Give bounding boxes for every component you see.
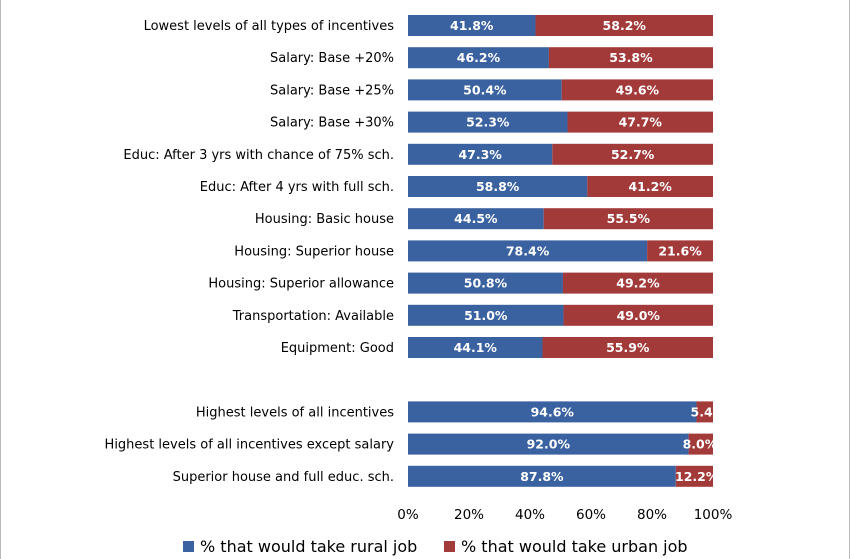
bar-value-label: 52.3% bbox=[466, 115, 510, 130]
bars-group: 41.8% 58.2% 46.2% 53.8% 50.4% 49.6% 52.3% 47.7%… bbox=[408, 15, 726, 487]
category-label: Educ: After 3 yrs with chance of 75% sch… bbox=[123, 148, 394, 163]
bar-value-label: 53.8% bbox=[609, 50, 653, 65]
bar-segment-rural bbox=[408, 79, 562, 101]
bar-segment-rural bbox=[408, 240, 648, 262]
category-label: Superior house and full educ. sch. bbox=[173, 470, 394, 485]
x-tick-label: 0% bbox=[397, 507, 419, 523]
x-tick-label: 100% bbox=[694, 507, 733, 523]
legend-label-urban: % that would take urban job bbox=[461, 537, 688, 556]
category-label: Highest levels of all incentives bbox=[196, 405, 394, 420]
bar-value-label: 46.2% bbox=[457, 50, 501, 65]
legend-swatch-rural bbox=[183, 541, 194, 552]
bar-segment-rural bbox=[408, 401, 697, 423]
legend: % that would take rural job % that would … bbox=[183, 537, 688, 556]
bar-segment-rural bbox=[408, 15, 536, 36]
category-label: Educ: After 4 yrs with full sch. bbox=[200, 180, 394, 195]
bar-value-label: 49.2% bbox=[616, 276, 660, 291]
bar-segment-urban bbox=[587, 176, 713, 197]
bar-value-label: 49.6% bbox=[616, 82, 660, 97]
bar-value-label: 92.0% bbox=[527, 437, 571, 452]
bar-segment-urban bbox=[567, 111, 713, 133]
bar-segment-rural bbox=[408, 465, 676, 487]
bar-value-label: 5.4% bbox=[691, 404, 726, 419]
bar-segment-urban bbox=[563, 304, 713, 326]
category-label: Salary: Base +25% bbox=[270, 83, 394, 98]
bar-value-label: 51.0% bbox=[464, 308, 508, 323]
x-tick-label: 40% bbox=[515, 507, 545, 523]
bar-value-label: 50.4% bbox=[463, 82, 507, 97]
bar-value-label: 41.2% bbox=[628, 179, 672, 194]
category-label: Salary: Base +20% bbox=[270, 51, 394, 66]
bar-segment-urban bbox=[688, 433, 713, 455]
bar-segment-rural bbox=[408, 143, 553, 165]
bar-segment-rural bbox=[408, 176, 588, 197]
bar-segment-urban bbox=[696, 401, 713, 423]
bar-value-label: 55.9% bbox=[606, 340, 650, 355]
frame-border-left bbox=[0, 0, 1, 559]
bar-value-label: 78.4% bbox=[506, 243, 550, 258]
x-tick-label: 20% bbox=[454, 507, 484, 523]
bar-value-label: 50.8% bbox=[464, 276, 508, 291]
bar-value-label: 52.7% bbox=[611, 147, 655, 162]
category-label: Lowest levels of all types of incentives bbox=[144, 19, 395, 34]
bar-value-label: 87.8% bbox=[520, 469, 564, 484]
x-axis: 0% 20% 40% 60% 80% 100% bbox=[397, 507, 732, 523]
bar-segment-urban bbox=[535, 15, 713, 36]
bar-segment-rural bbox=[408, 47, 549, 69]
bar-segment-urban bbox=[675, 465, 713, 487]
bar-value-label: 12.2% bbox=[675, 469, 719, 484]
category-label: Salary: Base +30% bbox=[270, 116, 394, 131]
bar-value-label: 41.8% bbox=[450, 18, 494, 33]
bar-value-label: 44.5% bbox=[454, 211, 498, 226]
bar-value-label: 58.8% bbox=[476, 179, 520, 194]
bar-value-label: 49.0% bbox=[617, 308, 661, 323]
bar-value-label: 58.2% bbox=[603, 18, 647, 33]
category-labels-group: Lowest levels of all types of incentives… bbox=[105, 19, 395, 485]
bar-segment-rural bbox=[408, 433, 689, 455]
bar-segment-rural bbox=[408, 111, 568, 133]
bar-segment-urban bbox=[552, 143, 713, 165]
bar-segment-urban bbox=[548, 47, 713, 69]
bar-value-label: 94.6% bbox=[531, 404, 575, 419]
category-label: Housing: Superior allowance bbox=[208, 277, 394, 292]
bar-segment-urban bbox=[562, 272, 713, 294]
bar-value-label: 47.3% bbox=[458, 147, 502, 162]
bar-segment-rural bbox=[408, 304, 564, 326]
legend-label-rural: % that would take rural job bbox=[200, 537, 417, 556]
bar-segment-rural bbox=[408, 208, 544, 230]
category-label: Equipment: Good bbox=[281, 341, 394, 356]
legend-swatch-urban bbox=[444, 541, 455, 552]
bar-segment-rural bbox=[408, 337, 543, 358]
bar-segment-urban bbox=[561, 79, 713, 101]
category-label: Highest levels of all incentives except … bbox=[105, 438, 395, 453]
bar-segment-rural bbox=[408, 272, 563, 294]
bar-value-label: 21.6% bbox=[658, 243, 702, 258]
x-tick-label: 80% bbox=[637, 507, 667, 523]
bar-segment-urban bbox=[647, 240, 713, 262]
category-label: Housing: Superior house bbox=[234, 244, 394, 259]
bar-segment-urban bbox=[543, 208, 713, 230]
bar-value-label: 44.1% bbox=[454, 340, 498, 355]
bar-value-label: 55.5% bbox=[607, 211, 651, 226]
x-tick-label: 60% bbox=[576, 507, 606, 523]
category-label: Transportation: Available bbox=[232, 309, 394, 324]
bar-segment-urban bbox=[542, 337, 713, 358]
category-label: Housing: Basic house bbox=[255, 212, 394, 227]
bar-value-label: 8.0% bbox=[683, 437, 718, 452]
bar-value-label: 47.7% bbox=[619, 115, 663, 130]
